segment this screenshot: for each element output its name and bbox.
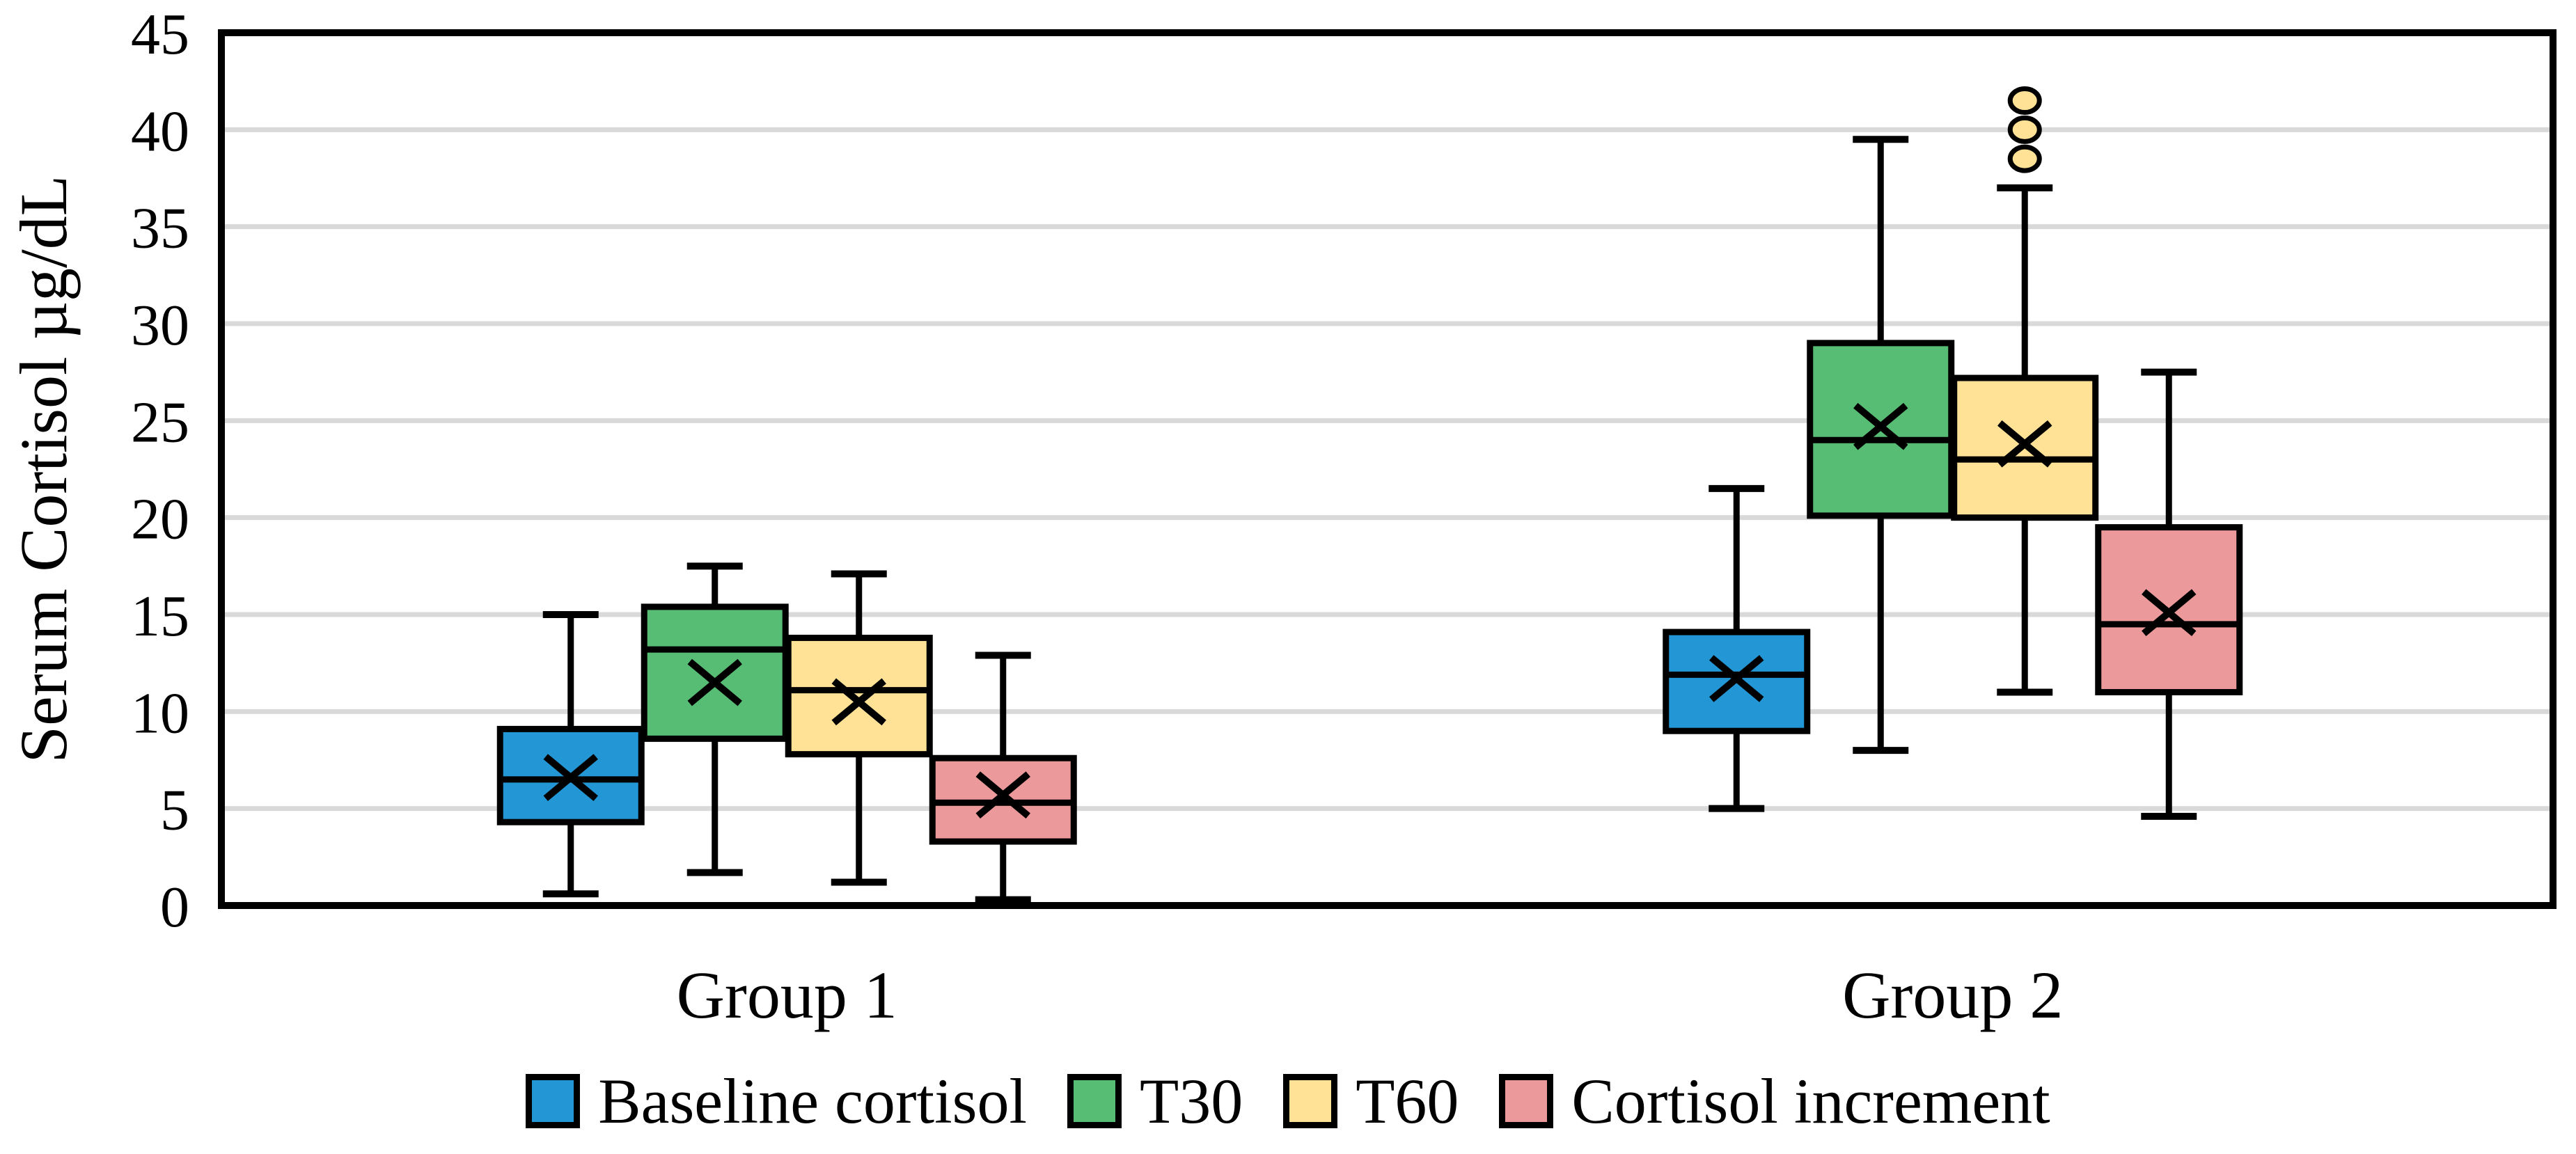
legend-swatch-icon [1283,1074,1338,1128]
legend-label: T60 [1356,1066,1459,1137]
box [641,603,789,742]
mean-marker [687,658,742,706]
y-tick-label: 45 [131,2,189,67]
y-tick-label: 0 [160,875,189,940]
y-axis-title: Serum Cortisol µg/dL [6,175,81,764]
legend-swatch-icon [526,1074,581,1128]
legend-swatch-icon [1067,1074,1122,1128]
x-category-label: Group 1 [677,958,897,1032]
outlier-point [2007,86,2042,116]
x-category-label: Group 2 [1842,958,2063,1032]
mean-marker [1997,420,2052,468]
y-tick-label: 40 [131,99,189,164]
y-tick-label: 30 [131,293,189,358]
mean-marker [831,678,886,726]
mean-marker [975,771,1030,819]
y-tick-label: 5 [160,778,189,843]
legend-item: Baseline cortisol [526,1069,1027,1133]
legend-item: T60 [1283,1069,1459,1133]
legend-item: T30 [1067,1069,1243,1133]
y-tick-label: 35 [131,196,189,261]
mean-marker [1853,402,1908,450]
y-tick-label: 20 [131,487,189,552]
mean-marker [2142,589,2197,637]
outlier-point [2007,144,2042,173]
legend-item: Cortisol increment [1499,1069,2050,1133]
outlier-point [2007,115,2042,144]
box [785,634,933,758]
y-tick-label: 15 [131,584,189,649]
y-tick-label: 25 [131,390,189,455]
legend: Baseline cortisol T30 T60 Cortisol incremen… [0,1052,2576,1150]
legend-label: Baseline cortisol [598,1066,1028,1137]
legend-label: T30 [1140,1066,1243,1137]
legend-label: Cortisol increment [1571,1066,2050,1137]
mean-marker [1709,655,1764,702]
legend-swatch-icon [1499,1074,1554,1128]
mean-marker [543,754,598,801]
y-tick-label: 10 [131,681,189,745]
plot-border [218,29,2557,909]
